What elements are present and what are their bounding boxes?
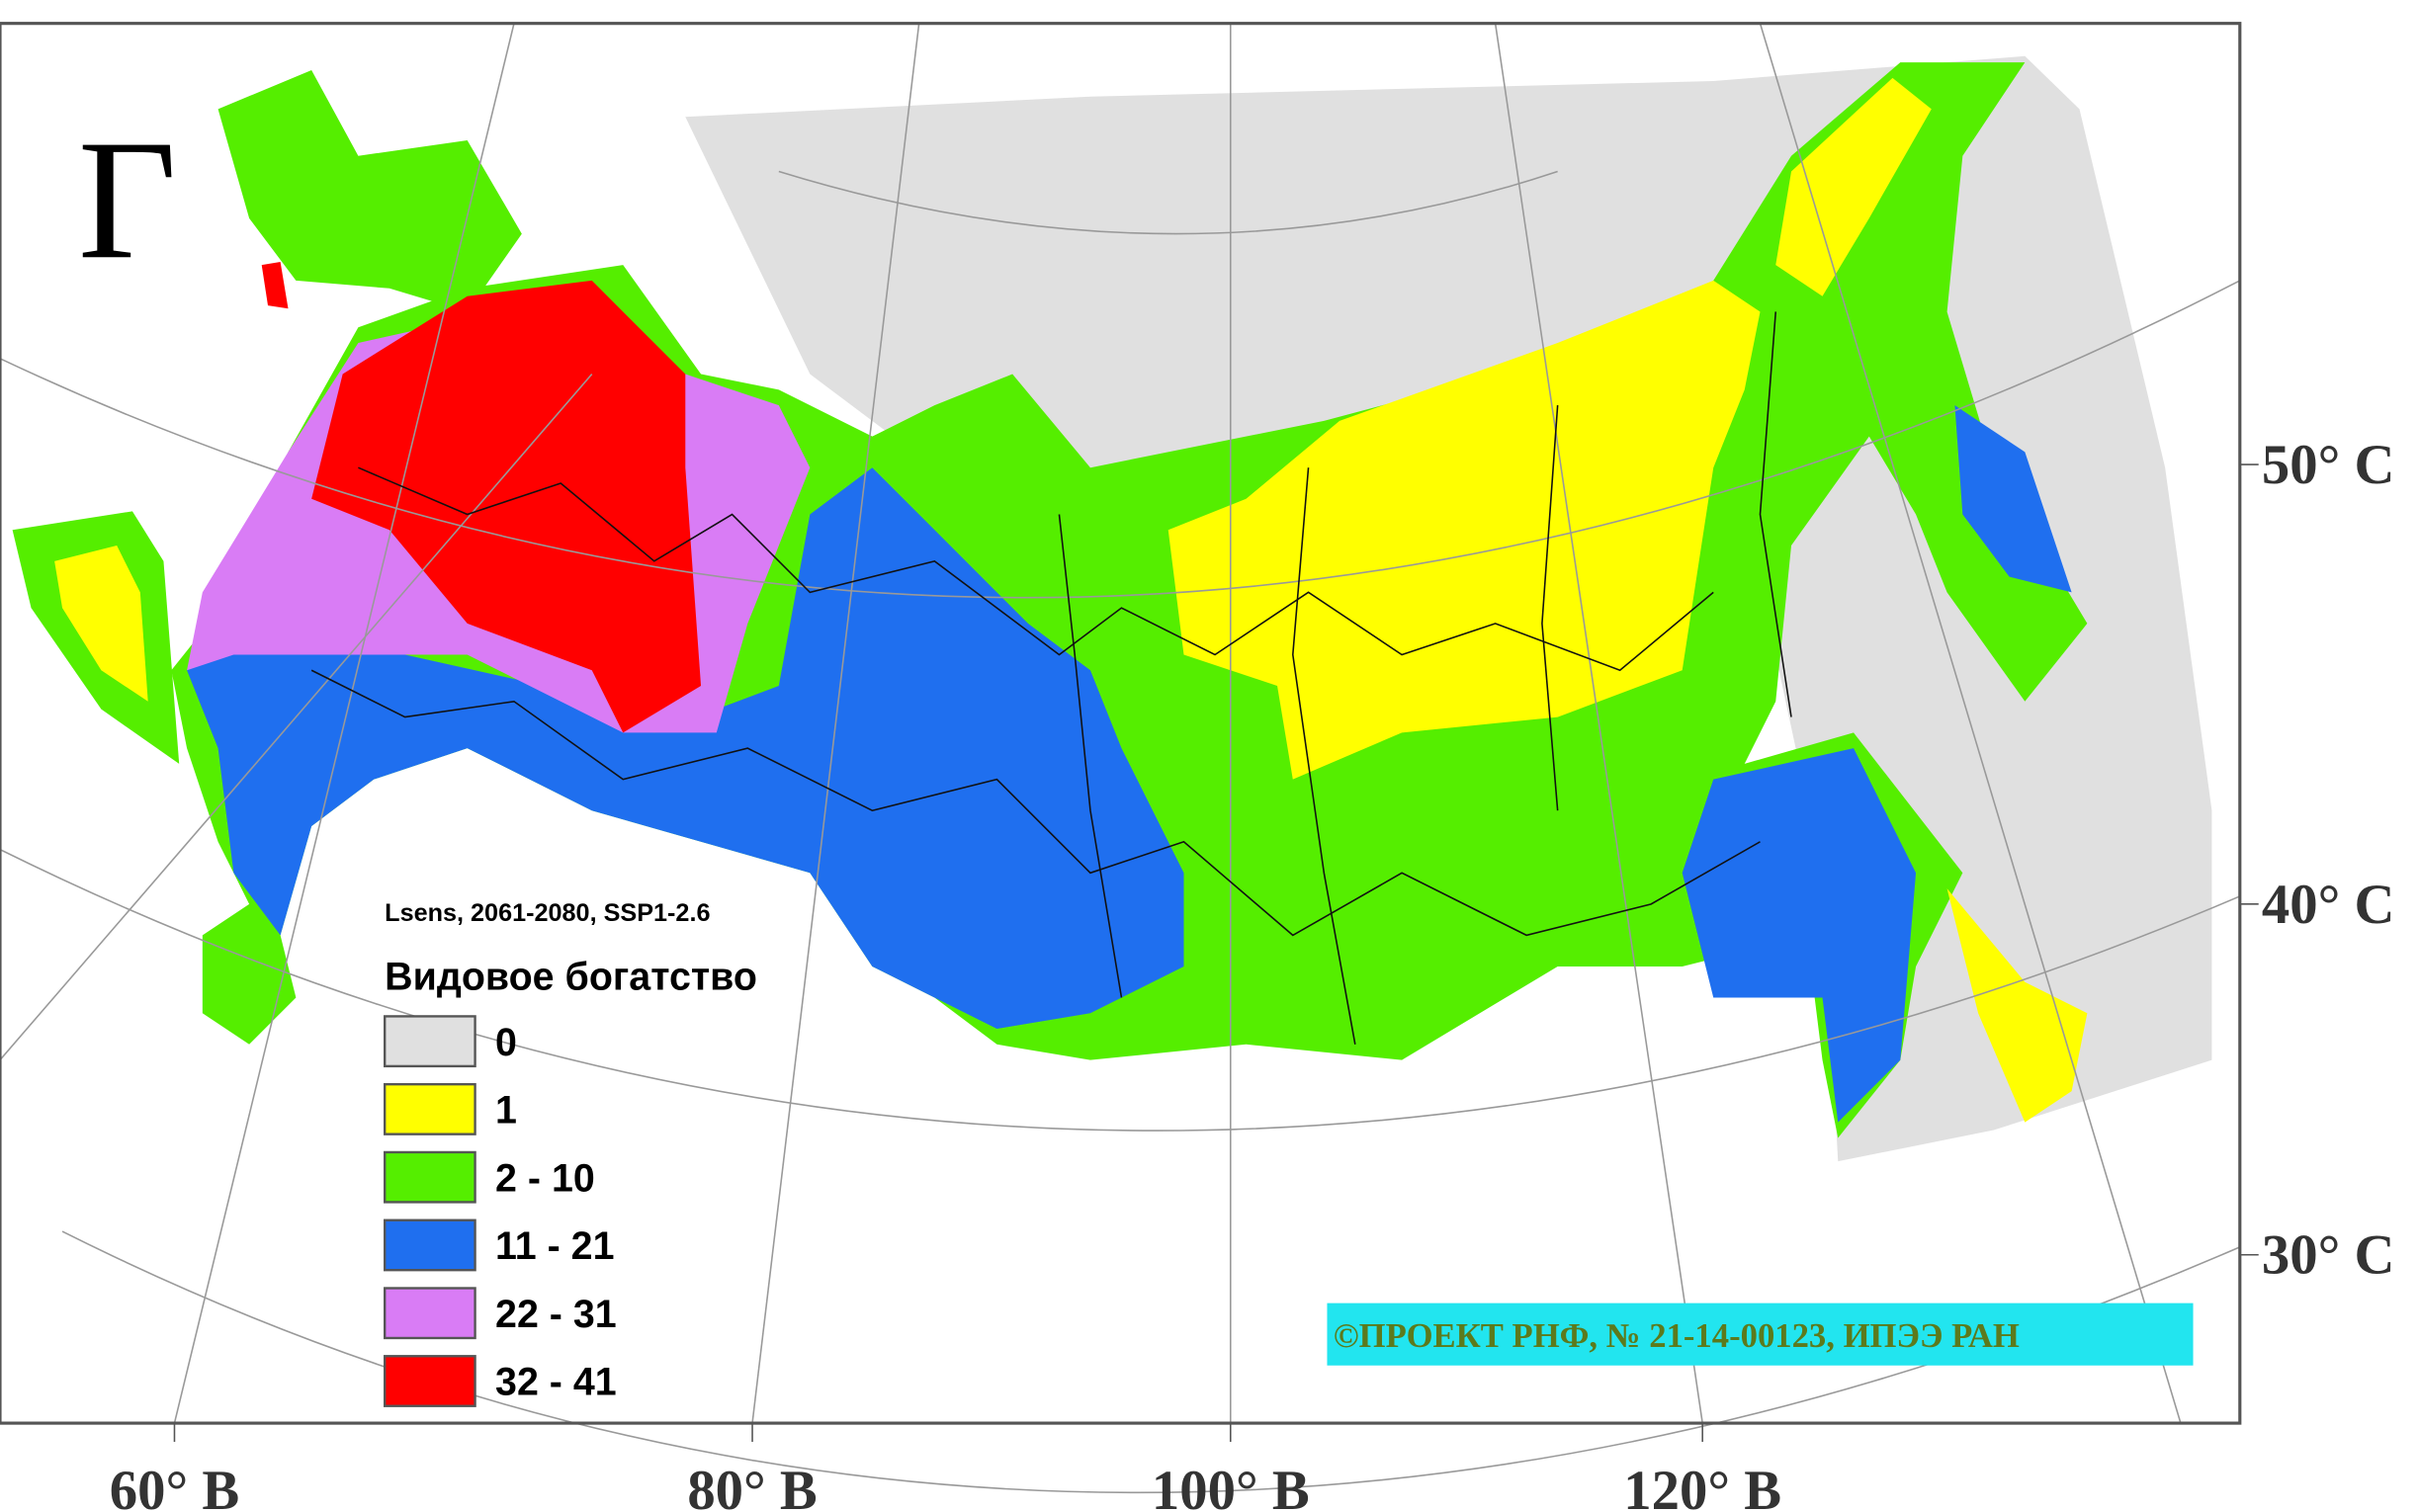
legend-label: 1 [495, 1089, 517, 1133]
legend-label: 2 - 10 [495, 1156, 595, 1200]
longitude-label: 60° В [110, 1460, 239, 1512]
region-low [171, 62, 2088, 1138]
region-top [311, 280, 702, 733]
meridian [751, 23, 920, 1424]
legend-swatch [384, 1355, 476, 1407]
region-one [54, 546, 148, 702]
boundary [358, 466, 1714, 672]
legend-label: 22 - 31 [495, 1293, 617, 1336]
boundaries [310, 311, 1792, 1045]
region-one [1167, 280, 1761, 780]
legend: 0 1 2 - 10 11 - 21 22 - 31 32 - 41 [384, 1015, 617, 1407]
subtitle: Lsens, 2061-2080, SSP1-2.6 [385, 899, 710, 927]
region-one [1775, 77, 1932, 296]
legend-swatch [384, 1015, 476, 1068]
parallel [778, 170, 1558, 235]
legend-swatch [384, 1218, 476, 1272]
boundary [310, 669, 1761, 937]
region-low [217, 69, 522, 312]
region-mid [1954, 405, 2072, 593]
credit-box [1327, 1302, 2194, 1366]
boundary [1058, 311, 1792, 1045]
region-one [1946, 888, 2088, 1123]
latitude-label: 30° С [2262, 1224, 2395, 1287]
map-frame [0, 22, 2242, 1425]
legend-title: Видовое богатство [385, 956, 757, 999]
legend-label: 11 - 21 [495, 1224, 614, 1268]
latitude-label: 50° С [2262, 434, 2395, 496]
legend-swatch [384, 1150, 476, 1204]
meridian [173, 23, 515, 1424]
graticule [0, 23, 2241, 1494]
map-layers [12, 55, 2212, 1162]
parallel [61, 1230, 2241, 1494]
axis-labels: 60° В 80° В 100° В 120° В 50° С 40° С 30° С [110, 434, 2395, 1512]
legend-label: 0 [495, 1021, 517, 1064]
legend-swatch [384, 1287, 476, 1340]
legend-label: 32 - 41 [495, 1361, 617, 1404]
region-top [261, 261, 289, 309]
latitude-label: 40° С [2262, 874, 2395, 936]
panel-label: Г [78, 104, 177, 294]
longitude-label: 80° В [687, 1460, 817, 1512]
parallel [0, 848, 2241, 1132]
meridian [1759, 23, 2182, 1424]
longitude-label: 100° В [1152, 1460, 1310, 1512]
legend-swatch [384, 1083, 476, 1135]
meridian [0, 374, 593, 1061]
credit: ©ПРОЕКТ РНФ, № 21-14-00123, ИПЭЭ РАН [1334, 1316, 2020, 1355]
region-mid [1682, 748, 1917, 1123]
region-mid [187, 467, 1184, 1030]
meridian [1494, 23, 1703, 1424]
longitude-label: 120° В [1623, 1460, 1781, 1512]
parallel [0, 280, 2241, 599]
